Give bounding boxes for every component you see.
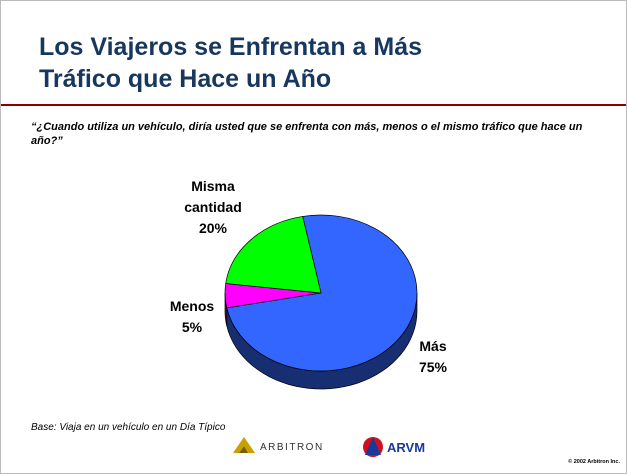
slice-label: Menos 5% — [170, 298, 215, 335]
title-rule — [1, 104, 626, 106]
pie-slice — [226, 214, 418, 372]
logo-text: ARVM — [387, 440, 425, 455]
title-line: Tráfico que Hace un Año — [39, 65, 332, 93]
category-label: Menos — [170, 298, 215, 314]
arbitron-logo: ARBITRON — [233, 437, 324, 453]
value-label: 20% — [199, 220, 228, 236]
category-label: Más — [419, 338, 446, 354]
arvm-logo: ARVM — [363, 437, 425, 457]
footnote: Base: Viaja en un vehículo en un Día Típ… — [31, 422, 226, 433]
title-line: Los Viajeros se Enfrentan a Más — [39, 33, 423, 61]
slice-label: Misma cantidad 20% — [184, 178, 242, 236]
copyright: © 2002 Arbitron Inc. — [568, 459, 620, 465]
pie-slice — [225, 216, 322, 294]
logo-text: ARBITRON — [260, 442, 324, 453]
slide-title: Los Viajeros se Enfrentan a Más Tráfico … — [39, 31, 422, 95]
slice-label: Más 75% — [419, 338, 448, 375]
value-label: 75% — [419, 359, 448, 375]
category-label: Misma cantidad — [184, 178, 242, 215]
value-label: 5% — [182, 319, 203, 335]
label-line: Misma — [191, 178, 235, 194]
subtitle: “¿Cuando utiliza un vehículo, diría uste… — [31, 121, 583, 147]
label-line: cantidad — [184, 199, 242, 215]
